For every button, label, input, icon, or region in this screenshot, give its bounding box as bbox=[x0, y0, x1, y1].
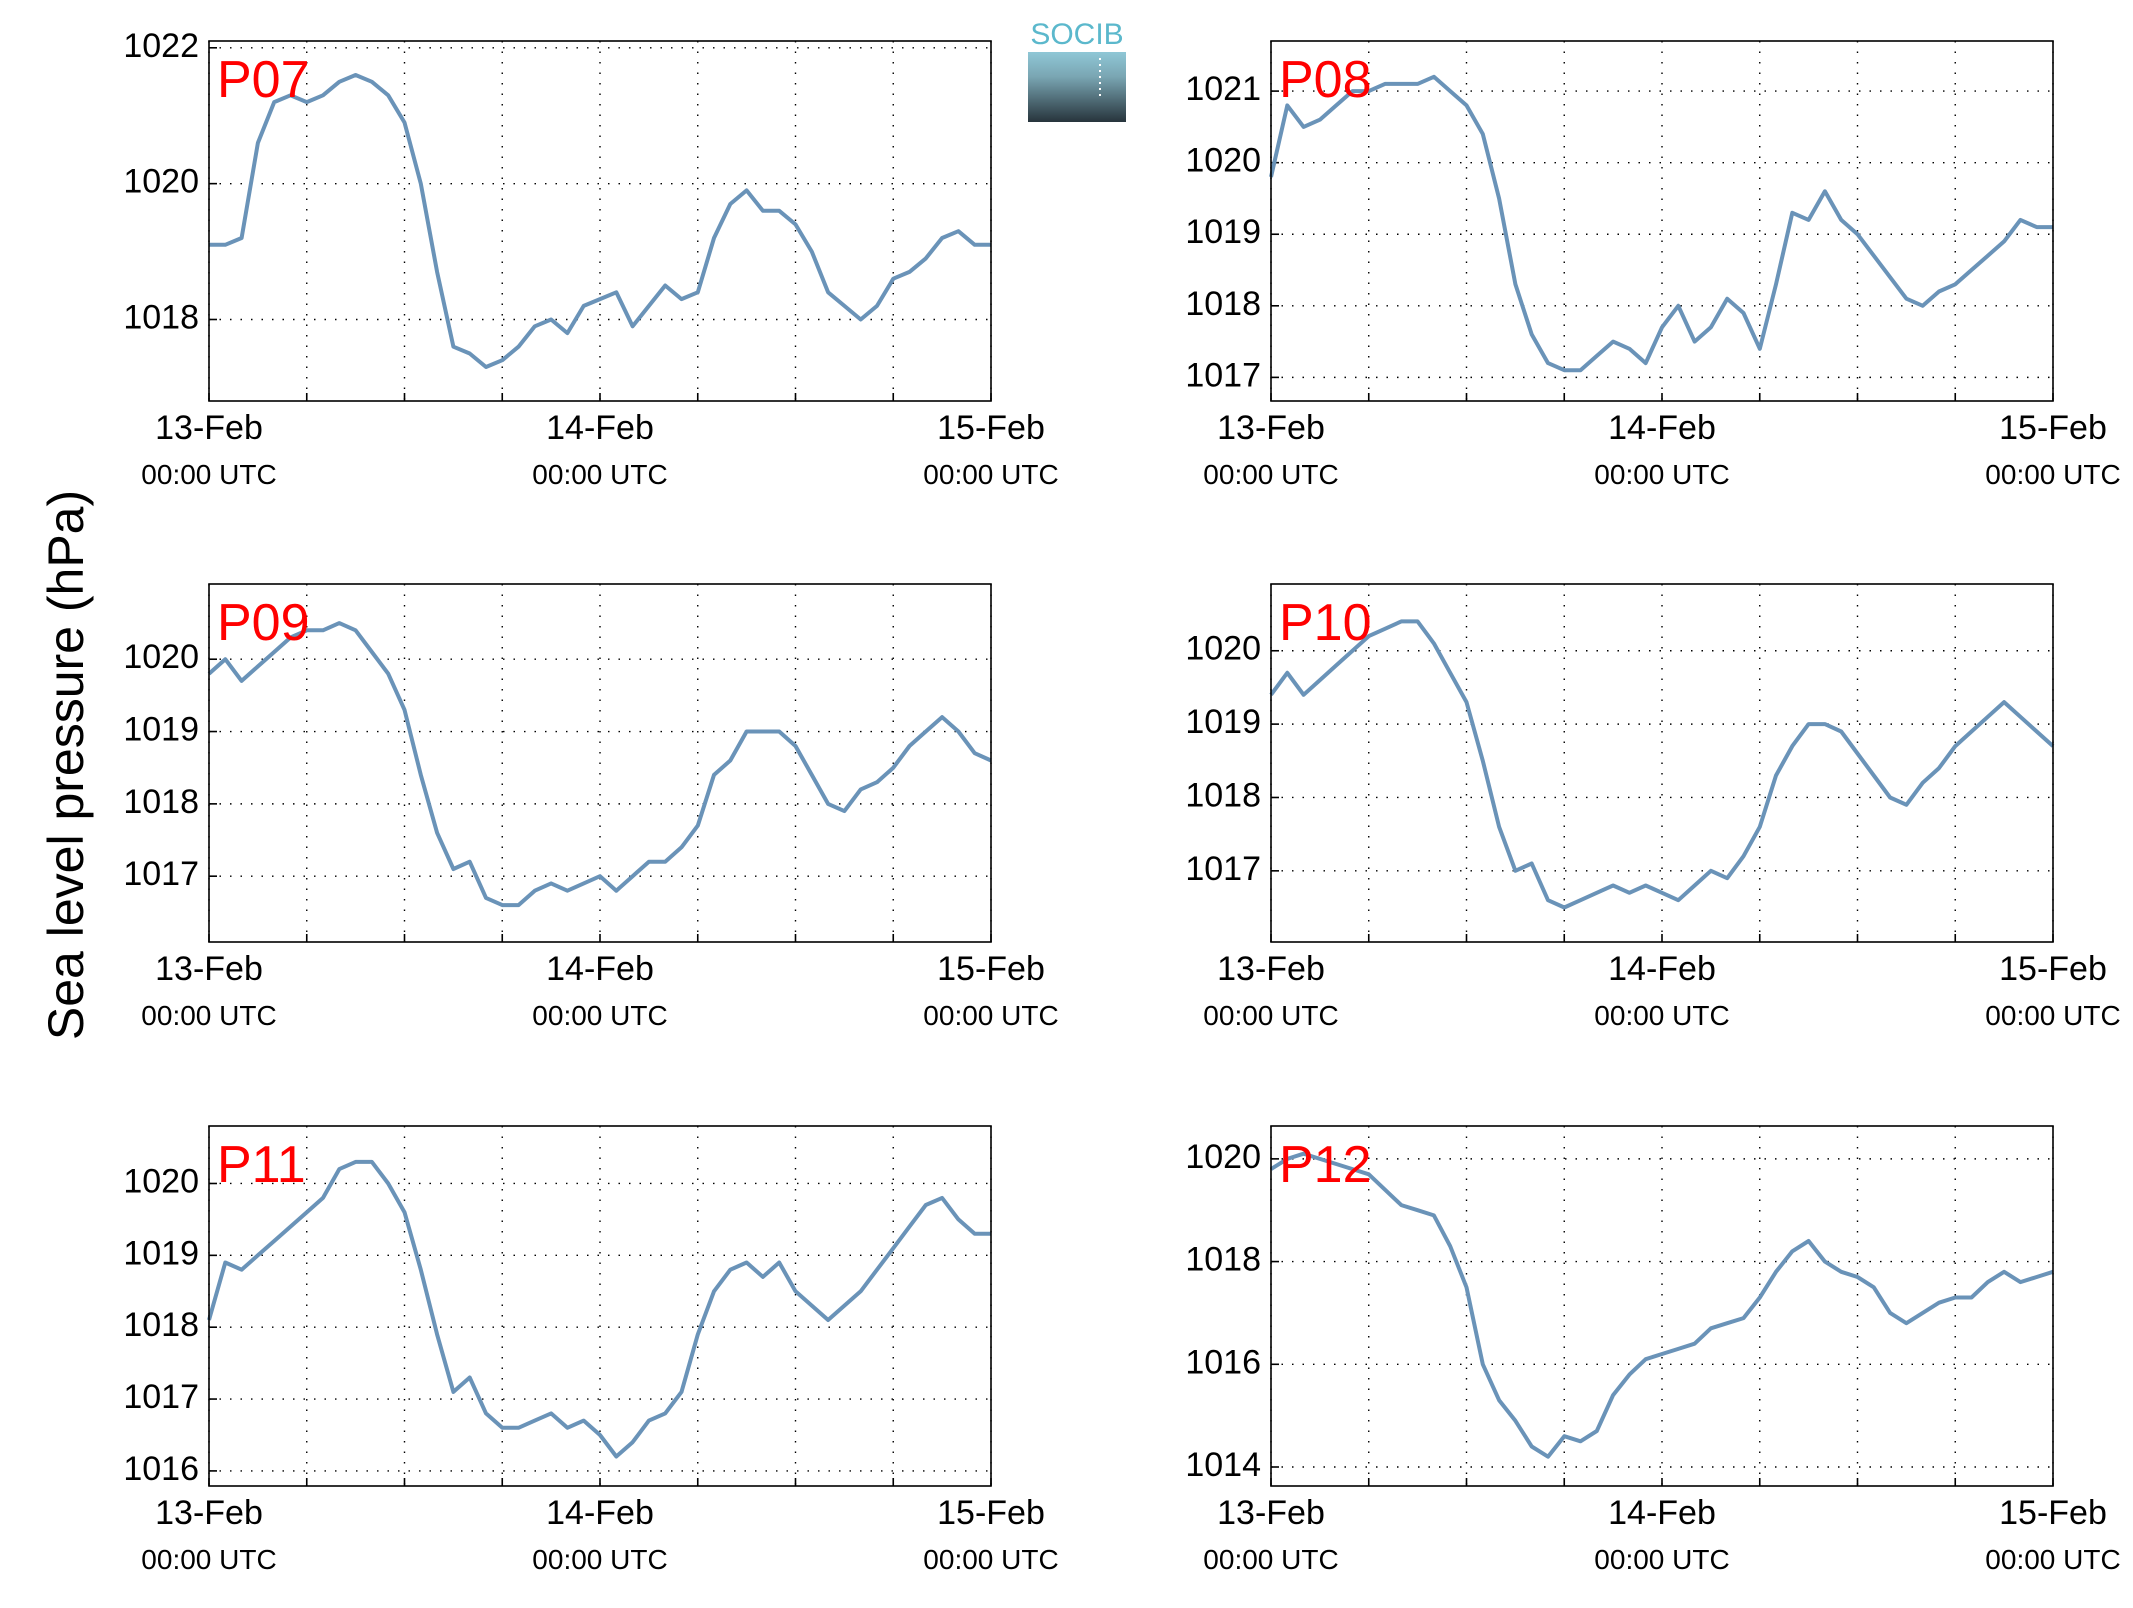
x-tick-label: 13-Feb bbox=[155, 409, 263, 447]
y-tick-label: 1019 bbox=[1185, 703, 1261, 741]
data-line bbox=[1269, 619, 2055, 910]
panel-label: P08 bbox=[1279, 51, 1372, 109]
panel: 1017 1018 1019 1020 13-Feb 00:00 UTC 14-Feb 00:… bbox=[123, 583, 1059, 1031]
y-tick-label: 1018 bbox=[1185, 1241, 1261, 1279]
x-tick-label: 15-Feb bbox=[1999, 409, 2107, 447]
data-line bbox=[1269, 74, 2053, 373]
plot-frame bbox=[208, 1125, 992, 1487]
x-tick-sublabel: 00:00 UTC bbox=[532, 1544, 667, 1575]
y-tick-label: 1014 bbox=[1185, 1446, 1261, 1484]
x-tick-sublabel: 00:00 UTC bbox=[1985, 1000, 2120, 1031]
panel-label: P11 bbox=[217, 1136, 306, 1194]
x-tick-label: 14-Feb bbox=[546, 950, 654, 988]
logo-block bbox=[1028, 52, 1126, 122]
data-line bbox=[207, 1159, 991, 1459]
y-tick-label: 1020 bbox=[123, 1162, 199, 1200]
x-tick-label: 13-Feb bbox=[1217, 409, 1325, 447]
y-tick-label: 1017 bbox=[123, 1378, 199, 1416]
y-tick-label: 1018 bbox=[123, 1306, 199, 1344]
x-tick-sublabel: 00:00 UTC bbox=[141, 1544, 276, 1575]
x-tick-sublabel: 00:00 UTC bbox=[1203, 459, 1338, 490]
x-tick-label: 14-Feb bbox=[1608, 950, 1716, 988]
y-tick-label: 1019 bbox=[1185, 213, 1261, 251]
y-tick-label: 1017 bbox=[1185, 850, 1261, 888]
y-tick-label: 1020 bbox=[1185, 1138, 1261, 1176]
logo-text: SOCIB bbox=[1030, 18, 1123, 51]
x-tick-sublabel: 00:00 UTC bbox=[923, 1000, 1058, 1031]
plot-frame bbox=[1270, 40, 2054, 402]
y-tick-label: 1016 bbox=[1185, 1343, 1261, 1381]
y-tick-label: 1020 bbox=[1185, 630, 1261, 668]
x-tick-sublabel: 00:00 UTC bbox=[923, 459, 1058, 490]
panel-label: P07 bbox=[217, 51, 310, 109]
x-tick-sublabel: 00:00 UTC bbox=[923, 1544, 1058, 1575]
panel-label: P10 bbox=[1279, 594, 1372, 652]
x-tick-sublabel: 00:00 UTC bbox=[1594, 1544, 1729, 1575]
panel: 1014 1016 1018 1020 13-Feb 00:00 UTC 14-Feb 00:… bbox=[1185, 1125, 2121, 1575]
x-tick-label: 13-Feb bbox=[1217, 950, 1325, 988]
y-tick-label: 1020 bbox=[123, 163, 199, 201]
x-tick-label: 13-Feb bbox=[155, 1494, 263, 1532]
x-tick-sublabel: 00:00 UTC bbox=[1203, 1000, 1338, 1031]
panel: 1016 1017 1018 1019 1020 13-Feb 00:00 UTC 14-Fe… bbox=[123, 1125, 1059, 1575]
data-line bbox=[209, 73, 991, 369]
y-tick-label: 1018 bbox=[123, 783, 199, 821]
y-tick-label: 1018 bbox=[123, 298, 199, 336]
logo: SOCIB bbox=[1028, 18, 1126, 122]
x-tick-label: 15-Feb bbox=[937, 409, 1045, 447]
x-tick-label: 13-Feb bbox=[155, 950, 263, 988]
y-tick-label: 1020 bbox=[123, 638, 199, 676]
x-tick-label: 14-Feb bbox=[546, 1494, 654, 1532]
plot-frame bbox=[1270, 1125, 2054, 1487]
x-tick-sublabel: 00:00 UTC bbox=[1203, 1544, 1338, 1575]
x-tick-sublabel: 00:00 UTC bbox=[1594, 459, 1729, 490]
x-tick-sublabel: 00:00 UTC bbox=[532, 1000, 667, 1031]
data-line bbox=[1269, 1151, 2054, 1459]
panel: 1018 1020 1022 13-Feb 00:00 UTC 14-Feb 00:00 U… bbox=[123, 27, 1058, 490]
x-tick-label: 15-Feb bbox=[1999, 950, 2107, 988]
x-tick-sublabel: 00:00 UTC bbox=[141, 459, 276, 490]
y-tick-label: 1019 bbox=[123, 1234, 199, 1272]
x-tick-sublabel: 00:00 UTC bbox=[1985, 459, 2120, 490]
y-tick-label: 1019 bbox=[123, 711, 199, 749]
x-tick-label: 13-Feb bbox=[1217, 1494, 1325, 1532]
x-tick-label: 14-Feb bbox=[546, 409, 654, 447]
y-tick-label: 1017 bbox=[1185, 356, 1261, 394]
y-axis-label: Sea level pressure (hPa) bbox=[38, 490, 94, 1040]
panel-label: P09 bbox=[217, 594, 310, 652]
y-tick-label: 1017 bbox=[123, 855, 199, 893]
x-tick-label: 14-Feb bbox=[1608, 1494, 1716, 1532]
x-tick-sublabel: 00:00 UTC bbox=[141, 1000, 276, 1031]
panel: 1017 1018 1019 1020 1021 13-Feb 00:00 UTC 14-Fe… bbox=[1185, 40, 2121, 490]
y-tick-label: 1021 bbox=[1185, 70, 1261, 108]
data-line bbox=[207, 621, 992, 908]
x-tick-label: 15-Feb bbox=[1999, 1494, 2107, 1532]
plot-frame bbox=[1270, 583, 2054, 943]
x-tick-label: 14-Feb bbox=[1608, 409, 1716, 447]
y-tick-label: 1022 bbox=[123, 27, 199, 65]
panel: 1017 1018 1019 1020 13-Feb 00:00 UTC 14-Feb 00:… bbox=[1185, 583, 2121, 1031]
y-tick-label: 1016 bbox=[123, 1450, 199, 1488]
panel-label: P12 bbox=[1279, 1136, 1372, 1194]
plot-frame bbox=[208, 40, 992, 402]
x-tick-sublabel: 00:00 UTC bbox=[1594, 1000, 1729, 1031]
y-tick-label: 1018 bbox=[1185, 285, 1261, 323]
x-tick-label: 15-Feb bbox=[937, 1494, 1045, 1532]
y-tick-label: 1020 bbox=[1185, 142, 1261, 180]
plot-frame bbox=[208, 583, 992, 943]
x-tick-sublabel: 00:00 UTC bbox=[532, 459, 667, 490]
x-tick-sublabel: 00:00 UTC bbox=[1985, 1544, 2120, 1575]
y-tick-label: 1018 bbox=[1185, 776, 1261, 814]
x-tick-label: 15-Feb bbox=[937, 950, 1045, 988]
